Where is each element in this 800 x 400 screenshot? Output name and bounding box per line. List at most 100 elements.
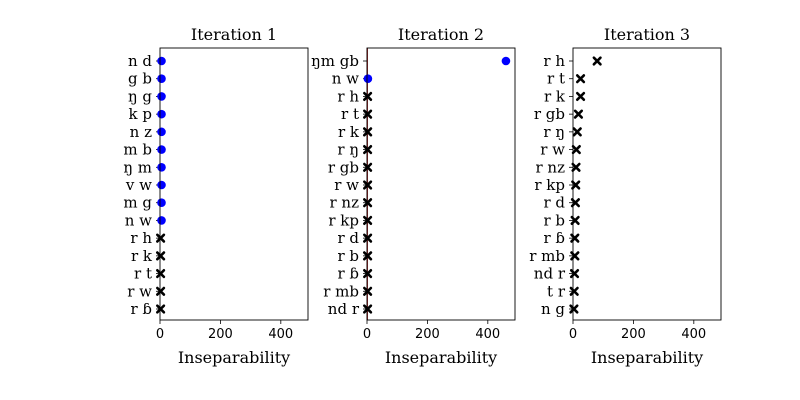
y-tick-label: r d (543, 194, 565, 212)
y-tick-label: r ŋ (543, 123, 565, 141)
y-tick-label: r ɓ (337, 265, 359, 283)
x-tick-label: 400 (268, 327, 293, 342)
chart-title: Iteration 2 (398, 25, 484, 44)
data-point-cross (571, 144, 581, 155)
data-point-cross (363, 127, 373, 137)
y-tick-label: r nz (535, 158, 565, 176)
y-tick-label: r ɓ (130, 300, 152, 318)
data-point-circle (501, 56, 511, 66)
y-tick-label: r b (337, 247, 359, 265)
y-tick-label: r kp (328, 211, 359, 229)
data-point-circle (157, 145, 166, 154)
data-point-cross (156, 233, 166, 243)
y-tick-label: ŋ g (128, 87, 152, 105)
x-tick-label: 400 (475, 327, 500, 342)
y-tick-label: r h (543, 52, 565, 70)
y-tick-label: r t (134, 265, 152, 283)
y-tick-label: r gb (534, 105, 565, 123)
x-axis-label: Inseparability (385, 348, 497, 367)
y-tick-label: r w (334, 176, 359, 194)
y-tick-label: r t (341, 105, 359, 123)
y-tick-label: r b (543, 211, 565, 229)
y-tick-label: k p (129, 105, 152, 123)
y-tick-label: r ɓ (543, 229, 565, 247)
y-tick-label: r w (540, 141, 565, 159)
y-tick-label: n g (541, 300, 565, 318)
data-point-cross (156, 251, 166, 261)
y-tick-label: g b (128, 70, 152, 88)
y-tick-label: r d (337, 229, 359, 247)
y-tick-label: r nz (329, 194, 359, 212)
y-tick-label: nd r (328, 300, 360, 318)
data-point-cross (156, 268, 166, 279)
data-point-cross (363, 286, 373, 296)
data-point-circle (157, 162, 166, 172)
data-point-cross (571, 162, 581, 172)
plot-frame (572, 47, 722, 321)
data-point-cross (363, 215, 373, 226)
data-point-cross (363, 251, 373, 261)
y-tick-label: n w (332, 70, 359, 88)
data-point-circle (363, 74, 373, 84)
data-point-cross (575, 74, 586, 84)
plot-frame (159, 47, 309, 321)
data-point-cross (363, 233, 373, 243)
x-tick-label: 0 (569, 327, 577, 342)
x-tick-label: 200 (208, 327, 233, 342)
data-point-cross (569, 268, 580, 279)
y-tick-label: r mb (529, 247, 565, 265)
y-tick-label: n w (125, 211, 152, 229)
y-tick-label: m g (123, 194, 152, 212)
y-tick-label: r kp (534, 176, 565, 194)
data-point-cross (569, 304, 579, 314)
y-tick-label: m b (123, 141, 152, 159)
x-axis-label: Inseparability (591, 348, 703, 367)
y-tick-label: r k (544, 87, 566, 105)
x-tick-label: 200 (415, 327, 440, 342)
data-point-circle (157, 198, 166, 208)
y-tick-label: r k (131, 247, 153, 265)
y-tick-label: nd r (534, 265, 566, 283)
plot-frame (366, 47, 516, 321)
x-tick-label: 400 (681, 327, 706, 342)
y-tick-label: t r (547, 282, 566, 300)
x-axis-label: Inseparability (178, 348, 290, 367)
data-point-cross (156, 304, 166, 314)
data-point-cross (363, 268, 373, 279)
chart-title: Iteration 3 (604, 25, 690, 44)
data-point-circle (157, 56, 166, 66)
y-tick-label: r gb (328, 158, 359, 176)
data-point-cross (363, 144, 373, 155)
chart-panel-1: Iteration 1 n dg bŋ gk pn zm bŋ mv wm gn … (123, 25, 309, 367)
data-point-circle (157, 92, 166, 101)
y-tick-label: r w (127, 282, 152, 300)
y-tick-label: v w (125, 176, 152, 194)
x-tick-label: 0 (156, 327, 164, 342)
data-point-circle (157, 109, 166, 119)
x-tick-label: 200 (621, 327, 646, 342)
y-tick-label: r h (337, 87, 359, 105)
data-point-cross (363, 91, 373, 102)
data-point-cross (575, 91, 586, 102)
data-point-cross (363, 180, 373, 190)
data-point-circle (157, 180, 166, 190)
x-tick-label: 0 (363, 327, 371, 342)
data-point-circle (157, 127, 166, 137)
data-point-cross (363, 162, 373, 172)
data-point-cross (569, 286, 579, 296)
chart-title: Iteration 1 (191, 25, 277, 44)
y-tick-label: r k (338, 123, 360, 141)
y-tick-label: ŋm gb (311, 52, 359, 70)
data-point-cross (592, 56, 602, 66)
data-point-cross (572, 127, 582, 137)
y-tick-label: r mb (323, 282, 359, 300)
data-point-circle (157, 216, 166, 225)
y-tick-label: n z (130, 123, 152, 141)
y-tick-label: ŋ m (123, 158, 152, 176)
data-point-cross (363, 304, 373, 314)
y-tick-label: r ŋ (337, 141, 359, 159)
chart-panel-3: Iteration 3r hr tr kr gbr ŋr wr nzr kpr … (529, 25, 722, 367)
data-point-circle (157, 74, 166, 84)
data-point-cross (363, 109, 373, 119)
